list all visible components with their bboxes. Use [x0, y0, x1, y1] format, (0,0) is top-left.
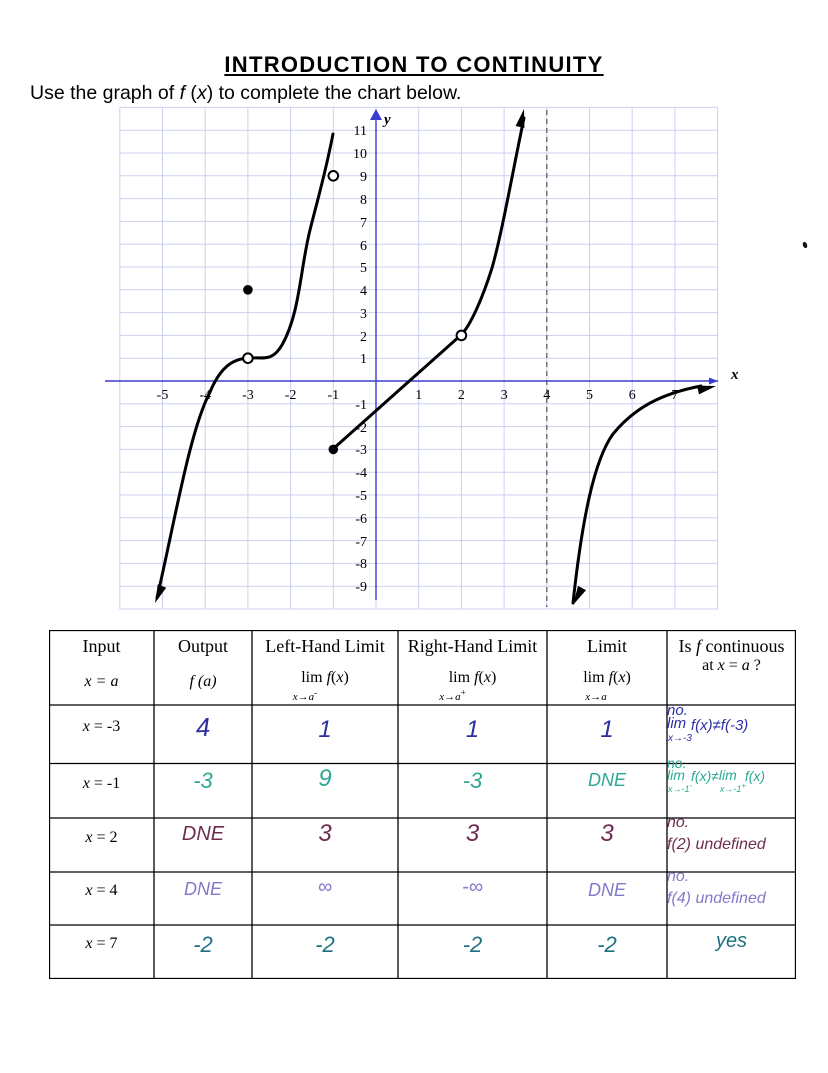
svg-text:5: 5 [360, 261, 367, 276]
svg-text:7: 7 [360, 216, 367, 231]
svg-text:4: 4 [360, 284, 367, 299]
svg-text:x: x [730, 367, 739, 383]
svg-text:4: 4 [543, 388, 550, 403]
svg-text:-5: -5 [355, 489, 367, 504]
svg-text:11: 11 [354, 124, 367, 139]
svg-text:6: 6 [629, 388, 636, 403]
svg-text:-2: -2 [285, 388, 297, 403]
svg-text:8: 8 [360, 193, 367, 208]
svg-text:10: 10 [353, 147, 367, 162]
svg-text:3: 3 [360, 307, 367, 322]
svg-text:y: y [382, 112, 391, 128]
svg-text:-7: -7 [355, 535, 367, 550]
svg-text:-1: -1 [355, 398, 367, 413]
svg-text:-5: -5 [157, 388, 169, 403]
svg-text:-9: -9 [355, 580, 367, 595]
svg-text:-3: -3 [355, 443, 367, 458]
svg-text:1: 1 [360, 352, 367, 367]
svg-text:-1: -1 [327, 388, 339, 403]
svg-text:-4: -4 [355, 466, 367, 481]
svg-text:-3: -3 [242, 388, 254, 403]
svg-text:5: 5 [586, 388, 593, 403]
svg-text:3: 3 [501, 388, 508, 403]
svg-text:6: 6 [360, 239, 367, 254]
svg-text:1: 1 [415, 388, 422, 403]
svg-text:2: 2 [458, 388, 465, 403]
svg-text:2: 2 [360, 330, 367, 345]
svg-text:-8: -8 [355, 557, 367, 572]
svg-text:-6: -6 [355, 512, 367, 527]
svg-text:9: 9 [360, 170, 367, 185]
